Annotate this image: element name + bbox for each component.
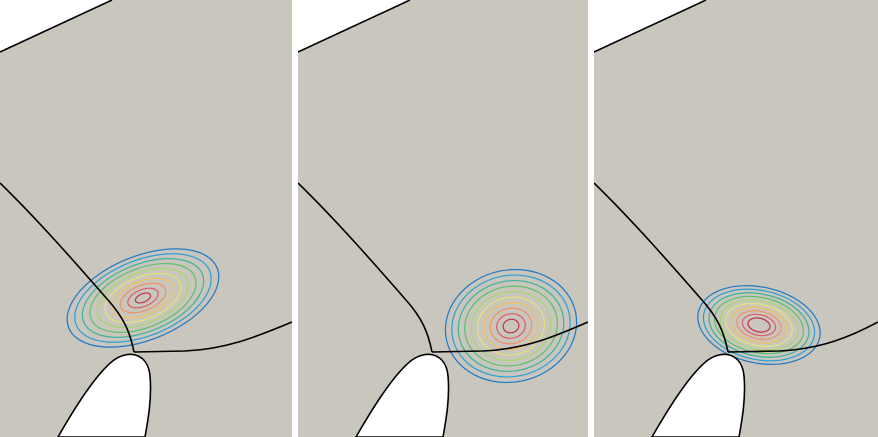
panel [594,0,878,437]
contour [96,267,190,329]
contour [725,302,793,348]
contour [81,258,205,338]
tool-tip [57,353,152,437]
boundary-line [298,182,433,353]
contour [730,306,788,344]
contour [483,302,539,350]
contour [104,272,182,324]
boundary-line [594,0,707,53]
contour [457,279,565,373]
boundary-line [0,182,135,353]
contour [502,318,520,334]
tool-tip [651,353,746,437]
contour [741,313,777,337]
panel [0,0,292,437]
contour [476,296,546,356]
contour [464,285,558,367]
boundary-line [727,321,878,353]
contour [736,310,782,340]
contour [451,274,571,378]
contour [702,288,816,362]
contour [489,307,533,345]
contour [697,285,821,365]
boundary-line [298,0,411,53]
contour [119,282,167,314]
tool-tip [355,353,450,437]
contour [66,248,220,348]
contour [719,299,799,351]
boundary-line [431,321,588,353]
boundary-line [594,182,729,353]
contour [496,313,526,339]
contour [134,292,152,304]
contour [74,253,212,343]
contour [470,291,552,361]
contour [708,292,810,358]
panel [298,0,588,437]
contour [747,317,771,333]
contour [89,263,197,333]
boundary-line [0,0,113,53]
boundary-line [133,321,292,353]
contour [127,287,159,309]
contour [444,268,578,384]
contour [112,277,174,319]
